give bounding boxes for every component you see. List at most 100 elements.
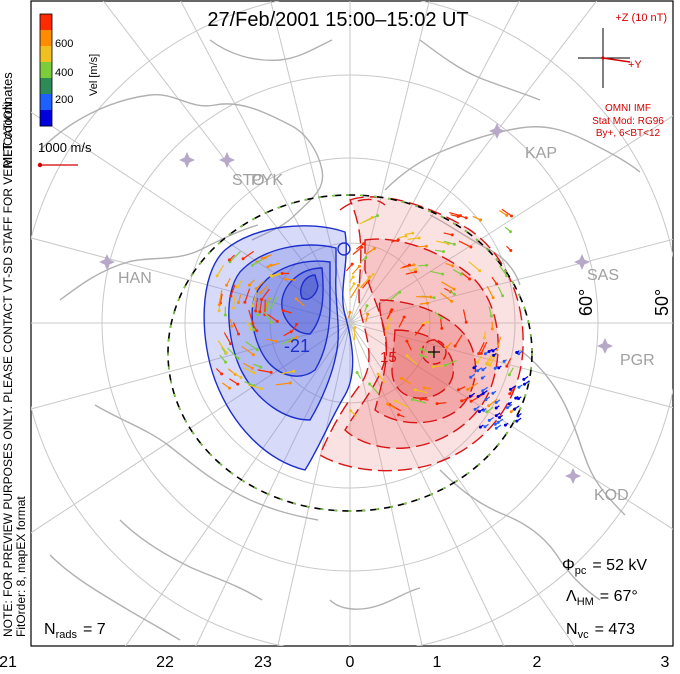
vector-origin [479, 218, 483, 222]
vector-origin [494, 414, 498, 418]
vector-origin [517, 397, 520, 401]
vector-origin [355, 371, 359, 374]
vector-origin [478, 425, 482, 429]
vector-origin [425, 301, 429, 305]
station-label-pyk: PYK [251, 172, 283, 189]
vector-origin [440, 326, 444, 330]
velocity-vector [468, 261, 481, 272]
velocity-vector [285, 278, 296, 281]
latitude-label-50: 50° [652, 289, 672, 316]
vector-origin [356, 283, 360, 287]
n-rads-value: = 7 [83, 621, 106, 638]
velocity-vector [351, 265, 360, 275]
vector-origin [386, 402, 389, 406]
n-vc-value: = 473 [595, 621, 636, 638]
vector-origin [348, 310, 352, 314]
velocity-vector [244, 381, 255, 387]
coastlines [39, 39, 641, 641]
vector-origin [364, 256, 368, 259]
velocity-vector [219, 354, 227, 363]
vector-origin [513, 407, 516, 411]
vector-origin [489, 314, 493, 318]
velocity-vector [243, 367, 255, 374]
vector-origin [490, 327, 494, 331]
colorbar-label: Vel [m/s] [88, 54, 100, 96]
velocity-colorbar [39, 13, 53, 127]
vector-origin [352, 282, 356, 286]
svg-text:Φpc= 52 kV: Φpc = 52 kV [562, 557, 647, 577]
velocity-vector [458, 240, 472, 248]
vector-origin [250, 263, 254, 267]
vector-origin [295, 322, 299, 326]
vector-origin [477, 410, 481, 414]
vector-origin [269, 320, 273, 324]
velocity-vector [412, 398, 427, 404]
velocity-vector [217, 340, 227, 354]
velocity-vector [434, 311, 442, 319]
velocity-vector [478, 342, 485, 354]
velocity-vector [261, 288, 270, 300]
vector-origin [505, 364, 509, 368]
imf-y-label: +Y [628, 59, 642, 71]
vector-origin [451, 264, 455, 268]
velocity-vector [232, 371, 242, 379]
vector-origin [516, 414, 520, 418]
velocity-vector [467, 382, 479, 390]
vector-origin [479, 352, 483, 355]
vector-origin [239, 376, 243, 379]
vector-origin [255, 348, 259, 352]
vector-origin [473, 407, 477, 411]
vector-origin [413, 388, 417, 392]
lambda-hm-sub: HM [577, 596, 594, 608]
vector-origin [493, 366, 497, 370]
vector-origin [360, 245, 364, 249]
velocity-vector [440, 318, 443, 329]
velocity-vector [230, 284, 236, 297]
velocity-vector [352, 246, 362, 255]
phi-pc-symbol: Φ [562, 557, 575, 574]
velocity-vector [348, 283, 355, 292]
velocity-vector [485, 354, 493, 364]
velocity-vector [232, 295, 236, 309]
vector-origin [480, 376, 484, 380]
vector-origin [249, 327, 253, 331]
mlt-axis: 21 22 23 0 1 2 3 [0, 654, 670, 671]
velocity-vector [251, 292, 258, 307]
vector-origin [468, 277, 472, 281]
vector-origin [237, 332, 240, 336]
vector-origin [503, 423, 507, 427]
svg-text:Nrads= 7: Nrads = 7 [44, 621, 106, 641]
vector-origin [487, 404, 491, 408]
vector-origin [510, 214, 513, 218]
station-label-han: HAN [118, 270, 152, 287]
vector-origin [370, 216, 374, 219]
vector-origin [353, 326, 357, 330]
velocity-vectors [215, 208, 530, 430]
vector-origin [501, 294, 505, 298]
colorbar-swatch [40, 110, 52, 127]
vector-origin [508, 392, 512, 396]
velocity-vector [261, 254, 272, 259]
vector-origin [231, 306, 235, 310]
vector-origin [252, 371, 256, 375]
vector-origin [254, 287, 258, 291]
vector-origin [251, 321, 255, 325]
vector-origin [505, 274, 509, 278]
vector-origin [228, 386, 231, 390]
vector-origin [259, 387, 263, 391]
vector-origin [481, 368, 485, 372]
velocity-vector [365, 248, 375, 255]
velocity-vector [255, 298, 259, 312]
velocity-vector [486, 285, 494, 299]
vector-origin [371, 272, 375, 276]
mlt-label: 1 [433, 654, 442, 671]
velocity-vector [454, 334, 463, 347]
velocity-vector [267, 313, 278, 322]
velocity-vector [255, 280, 265, 290]
vector-origin [405, 339, 409, 343]
vector-origin [256, 313, 260, 317]
colorbar-swatch [40, 78, 52, 95]
vector-origin [229, 342, 233, 346]
station-label-kap: KAP [525, 145, 557, 162]
reference-vector-origin [37, 162, 43, 168]
